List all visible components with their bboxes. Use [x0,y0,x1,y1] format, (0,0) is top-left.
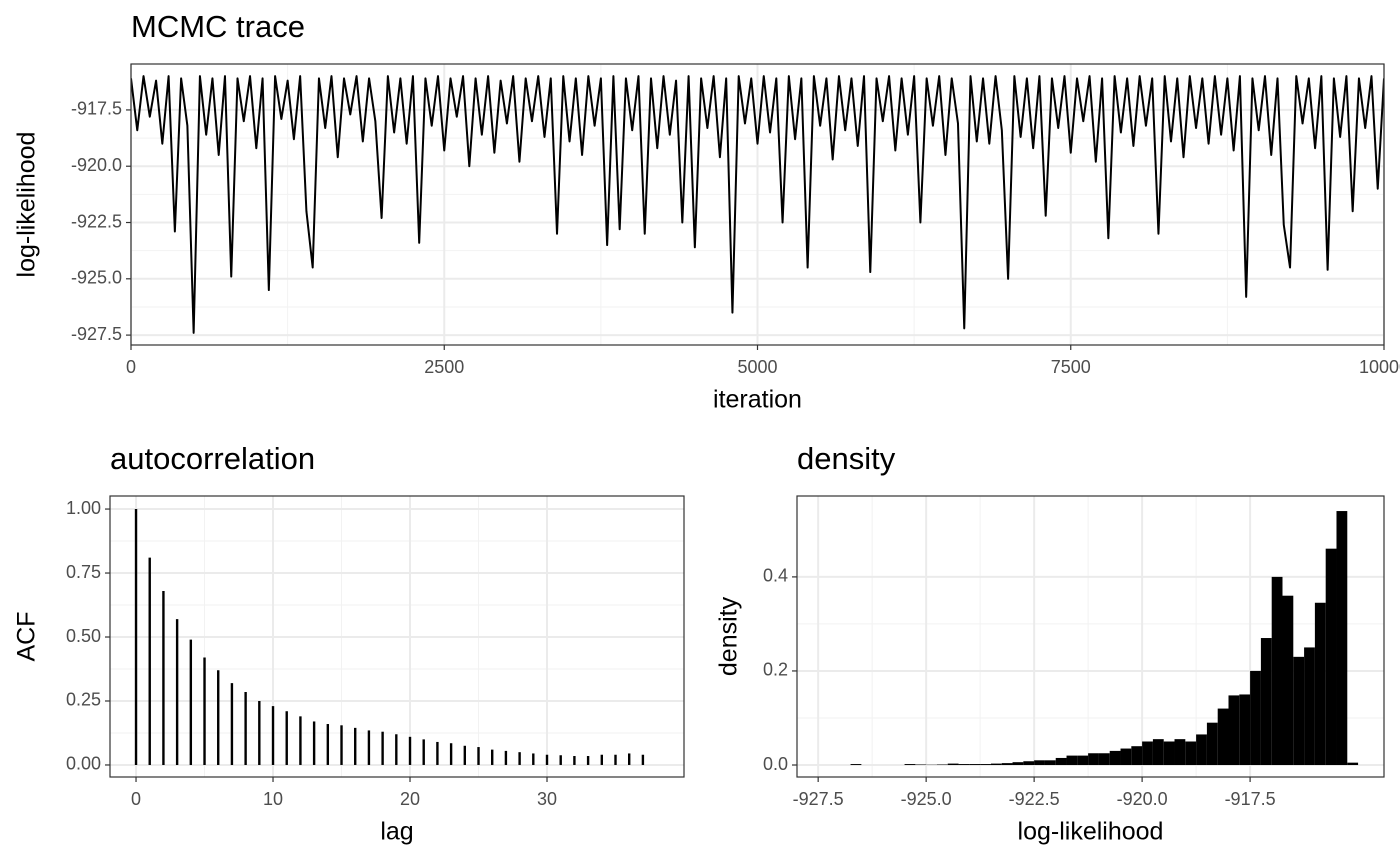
histogram-bar [958,764,970,766]
y-tick-label: 1.00 [66,498,101,518]
histogram-bar [1250,670,1261,766]
histogram-bar [1142,741,1153,766]
panel-border [796,495,1385,778]
histogram-bar [1001,763,1013,766]
histogram-bar [1185,741,1197,766]
histogram-bar [1044,760,1056,766]
y-axis-label: ACF [13,612,41,662]
x-tick-label: 20 [400,789,420,809]
histogram-bar [904,764,916,766]
y-tick-label: 0.75 [66,562,101,582]
x-tick-label: 30 [537,789,557,809]
panel: 0 10 20 30 0.00 0.25 0.50 0.75 1.00 autocorrelati… [13,441,685,846]
panel-border [109,495,685,778]
x-tick-label: -920.0 [1117,789,1168,809]
histogram-bar [1206,722,1218,766]
histogram-bar [1174,739,1186,766]
trace-line [131,75,1384,334]
histogram-bar [1109,750,1121,766]
x-tick-label: 0 [131,789,141,809]
histogram-bar [1282,595,1294,766]
histogram-bar [1196,734,1207,766]
y-tick-label: 0.50 [66,626,101,646]
y-tick-label: 0.00 [66,754,101,774]
histogram-bar [1131,746,1143,766]
x-tick-label: -925.0 [901,789,952,809]
histogram-bar [1217,708,1229,766]
panel-border [130,63,1385,346]
histogram-bar [1325,548,1337,766]
marks [850,511,1359,766]
histogram-bar [1347,762,1359,766]
histogram-bar [1228,695,1240,766]
y-tick-label: 0.0 [763,754,788,774]
histogram-bar [1077,755,1089,766]
histogram-bar [1023,761,1035,766]
histogram-bar [1034,760,1045,766]
panel: -927.5 -925.0 -922.5 -920.0 -917.5 0.0 0.2 0.4 d… [715,441,1385,846]
y-tick-label: -922.5 [71,211,122,231]
x-tick-label: 2500 [424,357,464,377]
histogram-bar [1293,656,1305,766]
histogram-bar [1260,638,1272,766]
histogram-bar [1271,576,1283,766]
x-tick-label: 5000 [737,357,777,377]
histogram-bar [1120,748,1132,766]
panel: 0 2500 5000 7500 10000 -927.5 -925.0 -922.5 -920… [13,9,1400,413]
histogram-bar [1066,755,1078,766]
x-tick-label: -922.5 [1009,789,1060,809]
x-tick-label: -917.5 [1225,789,1276,809]
panel-title: autocorrelation [110,441,315,476]
x-tick-label: 10000 [1359,357,1400,377]
marks [134,509,645,765]
y-tick-label: -917.5 [71,99,122,119]
y-tick-label: 0.4 [763,566,788,586]
marks [131,75,1384,334]
x-tick-label: 10 [263,789,283,809]
x-tick-label: 7500 [1051,357,1091,377]
x-axis-label: iteration [713,386,802,414]
histogram-bar [980,764,991,766]
y-tick-label: -925.0 [71,268,122,288]
panel-title: density [797,441,896,476]
y-axis-label: density [715,596,743,676]
histogram-bar [969,764,981,766]
histogram-bar [1239,694,1251,766]
histogram-bar [1088,753,1099,766]
x-axis-label: log-likelihood [1018,818,1164,846]
y-tick-label: 0.25 [66,690,101,710]
histogram-bar [990,763,1002,766]
histogram-bar [1098,753,1110,766]
histogram-bar [1163,741,1175,766]
x-tick-label: -927.5 [793,789,844,809]
y-tick-label: -927.5 [71,324,122,344]
y-tick-label: -920.0 [71,155,122,175]
histogram-bar [1152,739,1164,766]
histogram-bar [1304,647,1315,766]
histogram-bar [1012,762,1024,766]
histogram-bar [1314,602,1326,766]
y-tick-label: 0.2 [763,660,788,680]
panel-title: MCMC trace [131,9,305,44]
x-axis-label: lag [380,818,413,846]
y-axis-label: log-likelihood [13,132,41,278]
histogram-bar [850,764,862,766]
histogram-bar [947,763,959,766]
histogram-bar [1055,757,1067,766]
x-tick-label: 0 [126,357,136,377]
histogram-bar [1336,511,1348,766]
